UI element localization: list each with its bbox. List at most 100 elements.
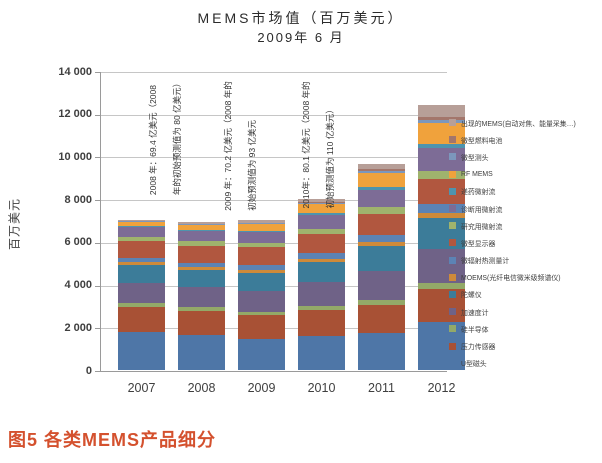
legend-label: RF MEMS xyxy=(461,170,493,178)
bar-segment xyxy=(298,252,345,259)
bar-segment xyxy=(118,262,165,266)
legend-item: 硅半导体 xyxy=(449,320,601,337)
legend-swatch-icon xyxy=(449,170,456,178)
bar-segment xyxy=(178,262,225,268)
bar-segment xyxy=(118,219,165,222)
bar-segment xyxy=(298,228,345,235)
bar-2008 xyxy=(178,221,225,370)
annotation-line: 初始预测值为 110 亿美元） xyxy=(325,105,335,209)
legend-label: 研究用微射流 xyxy=(461,223,503,231)
bar-segment xyxy=(298,234,345,253)
bar-2009 xyxy=(238,220,285,370)
bar-segment xyxy=(418,283,465,290)
legend-label: 微型显示器 xyxy=(461,240,496,248)
x-axis-line xyxy=(100,371,447,372)
legend-swatch-icon xyxy=(449,119,456,127)
bar-segment xyxy=(118,282,165,304)
bar-segment xyxy=(178,241,225,246)
y-tick-label: 6 000 xyxy=(64,236,92,249)
bar-segment xyxy=(358,246,405,271)
x-tick-label: 2010 xyxy=(307,381,336,395)
bar-segment xyxy=(238,224,285,231)
bar-segment xyxy=(358,189,405,208)
legend-swatch-icon xyxy=(449,359,456,367)
annotation-line: 2009 年：70.2 亿美元（2008 年的 xyxy=(223,81,233,211)
bar-segment xyxy=(298,336,345,370)
gridline xyxy=(100,157,447,159)
x-tick-label: 2007 xyxy=(127,381,156,395)
bar-segment xyxy=(118,236,165,241)
y-axis-label: 百万美元 xyxy=(7,197,22,251)
bar-segment xyxy=(178,230,225,232)
legend-swatch-icon xyxy=(449,222,456,230)
legend-item: MOEMS(光纤电信微米级频谱仪) xyxy=(449,269,601,286)
annotation-line: 2008 年：69.4 亿美元（2008 xyxy=(148,85,158,196)
annotation-1: 2008 年：69.4 亿美元（2008 年的初始预测值为 80 亿美元） xyxy=(141,79,189,195)
legend-label: 诊断用微射流 xyxy=(461,206,503,214)
annotation-2: 2009 年：70.2 亿美元（2008 年的 初始预测值为 93 亿美元 xyxy=(216,81,264,210)
gridline xyxy=(100,114,447,116)
bar-segment xyxy=(418,170,465,179)
bar-segment xyxy=(118,331,165,370)
bar-segment xyxy=(358,186,405,190)
bar-segment xyxy=(238,311,285,316)
figure-caption: 图5 各类MEMS产品细分 xyxy=(8,430,217,450)
y-tick-mark xyxy=(95,114,100,116)
y-tick-label: 4 000 xyxy=(64,279,92,292)
bar-segment xyxy=(298,202,345,205)
bar-segment xyxy=(238,269,285,273)
legend-swatch-icon xyxy=(449,290,456,298)
legend-label: 陀螺仪 xyxy=(461,292,482,300)
y-tick-mark xyxy=(95,285,100,287)
bar-segment xyxy=(298,204,345,214)
legend-label: U型磁头 xyxy=(461,361,487,369)
bar-segment xyxy=(118,265,165,283)
y-tick-mark xyxy=(95,371,100,372)
legend-item: 微辐射热测量计 xyxy=(449,252,601,269)
legend-item: 诊断用微射流 xyxy=(449,200,601,217)
x-tick-label: 2009 xyxy=(247,381,276,395)
y-tick-mark xyxy=(95,200,100,202)
bar-segment xyxy=(118,221,165,222)
bar-segment xyxy=(298,305,345,311)
legend-swatch-icon xyxy=(449,308,456,316)
bar-segment xyxy=(238,291,285,312)
x-tick-label: 2011 xyxy=(368,381,395,395)
legend-label: 加速度计 xyxy=(461,309,489,317)
bar-segment xyxy=(358,270,405,300)
legend-label: 压力传感器 xyxy=(461,344,496,352)
legend-item: 微型测头 xyxy=(449,148,601,165)
bar-segment xyxy=(118,226,165,237)
bar-segment xyxy=(118,257,165,263)
bar-segment xyxy=(118,307,165,332)
legend-swatch-icon xyxy=(449,273,456,281)
bar-segment xyxy=(118,303,165,308)
bar-segment xyxy=(178,224,225,226)
legend-item: 加速度计 xyxy=(449,303,601,320)
legend-swatch-icon xyxy=(449,325,456,333)
y-tick-label: 14 000 xyxy=(58,65,92,78)
bar-segment xyxy=(178,231,225,242)
bar-segment xyxy=(418,117,465,121)
bar-segment xyxy=(298,310,345,337)
legend-label: 出现的MEMS(自动对焦、能量采集…) xyxy=(461,120,576,128)
bar-segment xyxy=(418,120,465,124)
bar-segment xyxy=(118,226,165,227)
chart-subtitle: 2009年 6 月 xyxy=(257,30,345,45)
bar-segment xyxy=(238,272,285,292)
bar-segment xyxy=(418,178,465,204)
bar-segment xyxy=(118,221,165,227)
bar-segment xyxy=(358,234,405,243)
bar-segment xyxy=(238,232,285,244)
legend-label: 微型燃料电池 xyxy=(461,137,503,145)
x-tick-label: 2012 xyxy=(427,381,456,395)
bar-segment xyxy=(358,172,405,187)
x-tick-label: 2008 xyxy=(187,381,216,395)
legend-label: 硅半导体 xyxy=(461,326,489,334)
bar-segment xyxy=(418,322,465,370)
bar-segment xyxy=(238,223,285,225)
legend-item: 陀螺仪 xyxy=(449,286,601,303)
legend-swatch-icon xyxy=(449,153,456,161)
bar-segment xyxy=(418,143,465,148)
